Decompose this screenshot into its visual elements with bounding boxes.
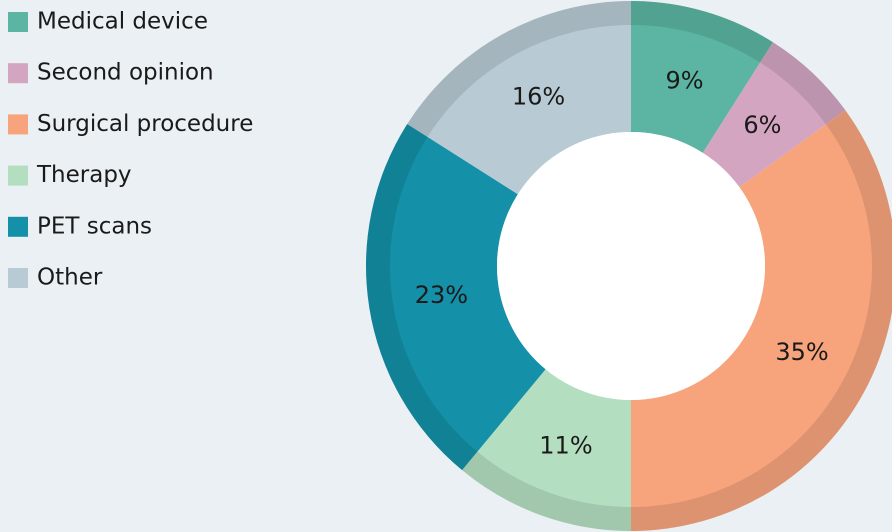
legend-swatch <box>8 268 28 288</box>
donut-slice <box>631 1 773 153</box>
legend-swatch <box>8 165 28 186</box>
legend-swatch <box>8 12 28 32</box>
donut-slice-rim <box>366 124 478 471</box>
legend-label: PET scans <box>37 213 152 239</box>
slice-label: 9% <box>666 67 704 95</box>
legend-label: Surgical procedure <box>37 111 253 137</box>
legend-label: Medical device <box>37 9 208 35</box>
slice-label: 16% <box>512 83 565 111</box>
donut-slice-rim <box>407 1 631 137</box>
legend-label: Second opinion <box>37 60 214 86</box>
donut-slice-rim <box>631 110 892 531</box>
slice-label: 11% <box>539 432 592 460</box>
legend-swatch <box>8 216 28 237</box>
donut-slice <box>631 110 892 531</box>
donut-slice <box>366 124 546 471</box>
donut-slice-rim <box>760 42 846 125</box>
donut-slice-rim <box>631 1 773 63</box>
legend-swatch <box>8 114 28 135</box>
donut-hole <box>497 132 765 400</box>
slice-label: 6% <box>743 111 781 139</box>
slice-label: 23% <box>415 281 468 309</box>
slice-label: 35% <box>775 338 828 366</box>
donut-slice <box>702 42 846 188</box>
legend-swatch <box>8 63 28 84</box>
donut-slice-rim <box>462 451 631 531</box>
legend-label: Other <box>37 265 103 291</box>
legend-label: Therapy <box>36 162 132 188</box>
donut-slice <box>462 369 631 531</box>
donut-slice <box>407 1 631 195</box>
